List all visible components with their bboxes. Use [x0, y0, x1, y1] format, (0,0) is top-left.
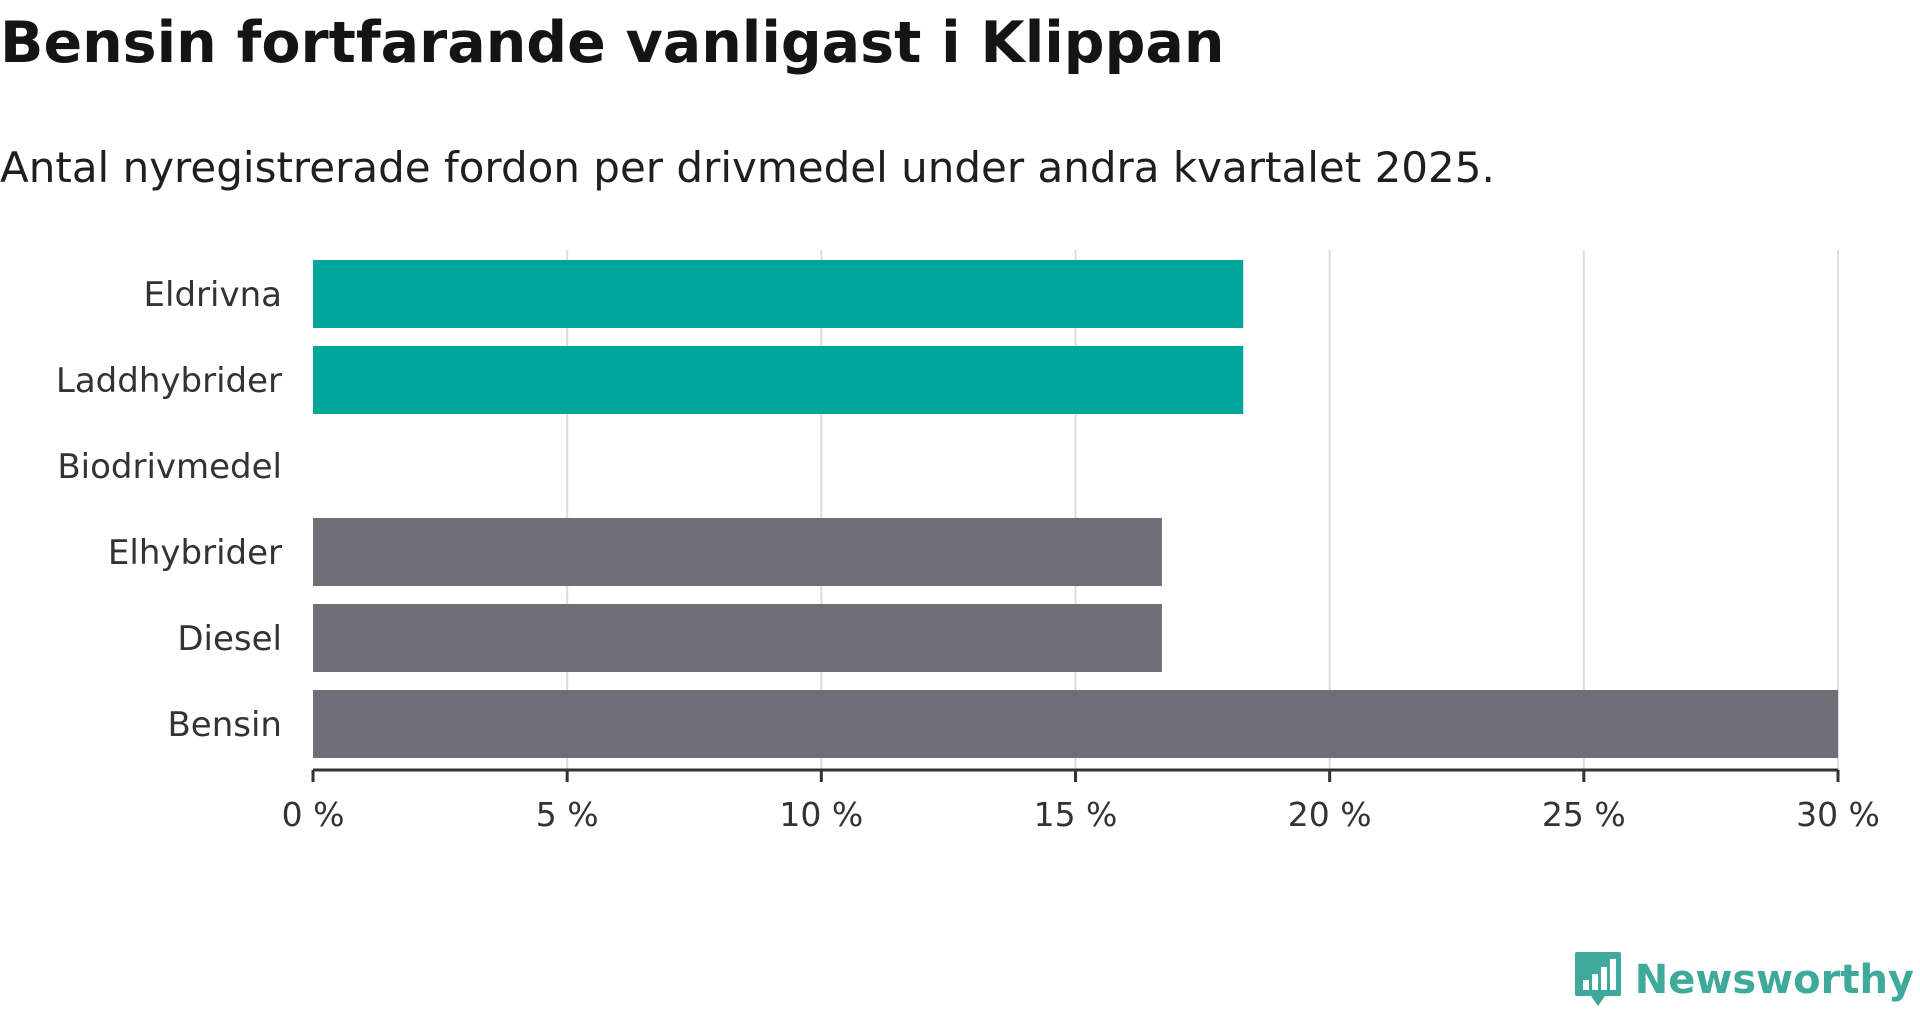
category-label: Elhybrider	[108, 533, 282, 573]
category-label: Biodrivmedel	[57, 447, 282, 487]
bar-bensin	[313, 690, 1838, 758]
x-tick-label: 15 %	[1034, 795, 1118, 834]
category-label: Laddhybrider	[56, 361, 282, 401]
bar-elhybrider	[313, 518, 1162, 586]
x-tick-label: 5 %	[536, 795, 599, 834]
category-label: Eldrivna	[144, 275, 282, 315]
x-tick-label: 30 %	[1796, 795, 1880, 834]
category-label: Bensin	[167, 705, 282, 745]
bar-eldrivna	[313, 260, 1244, 328]
brand-name: Newsworthy	[1634, 957, 1914, 1003]
x-tick-label: 20 %	[1288, 795, 1372, 834]
bar-laddhybrider	[313, 346, 1244, 414]
bar-chart-speech-bubble-icon	[1574, 952, 1621, 1006]
x-tick-label: 25 %	[1542, 795, 1626, 834]
x-axis: 0 % 5 % 10 % 15 % 20 % 25 % 30 %	[282, 768, 1880, 834]
x-tick-label: 10 %	[779, 795, 863, 834]
bar-diesel	[313, 604, 1162, 672]
category-label: Diesel	[177, 619, 282, 659]
x-tick-label: 0 %	[282, 795, 345, 834]
brand-footer: Newsworthy	[1573, 950, 1914, 1010]
chart-subtitle: Antal nyregistrerade fordon per drivmede…	[0, 143, 1495, 192]
chart-title: Bensin fortfarande vanligast i Klippan	[0, 10, 1225, 76]
bar-chart: 0 % 5 % 10 % 15 % 20 % 25 % 30 % Eldrivna Laddh…	[56, 250, 1880, 834]
category-labels: Eldrivna Laddhybrider Biodrivmedel Elhybrid…	[56, 275, 282, 745]
gridlines	[566, 250, 1839, 770]
bars	[313, 260, 1838, 758]
